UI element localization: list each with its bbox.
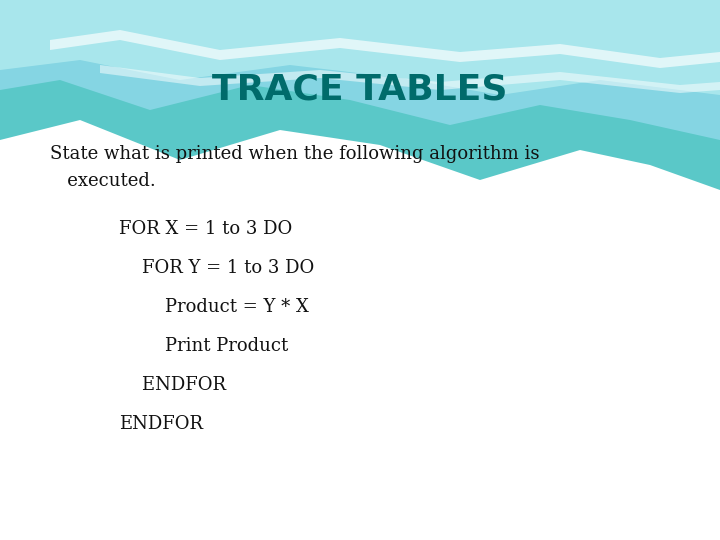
Polygon shape — [50, 30, 720, 68]
Polygon shape — [0, 0, 720, 140]
Text: ENDFOR: ENDFOR — [119, 415, 203, 433]
Text: Product = Y * X: Product = Y * X — [119, 298, 309, 316]
Text: FOR X = 1 to 3 DO: FOR X = 1 to 3 DO — [119, 220, 292, 239]
Text: executed.: executed. — [50, 172, 156, 190]
Polygon shape — [0, 0, 720, 95]
Polygon shape — [0, 0, 720, 190]
Polygon shape — [100, 65, 720, 93]
Text: State what is printed when the following algorithm is: State what is printed when the following… — [50, 145, 540, 163]
Text: ENDFOR: ENDFOR — [119, 376, 226, 394]
Text: TRACE TABLES: TRACE TABLES — [212, 73, 508, 107]
Text: FOR Y = 1 to 3 DO: FOR Y = 1 to 3 DO — [119, 259, 314, 278]
Text: Print Product: Print Product — [119, 337, 288, 355]
